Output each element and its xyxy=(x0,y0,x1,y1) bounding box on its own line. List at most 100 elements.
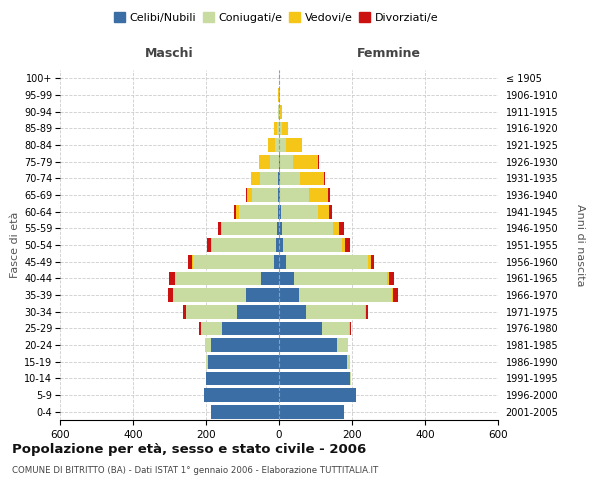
Bar xyxy=(246,188,247,202)
Bar xyxy=(293,155,318,168)
Bar xyxy=(317,205,329,218)
Bar xyxy=(280,105,281,118)
Bar xyxy=(200,322,223,335)
Bar xyxy=(235,205,236,218)
Legend: Celibi/Nubili, Coniugati/e, Vedovi/e, Divorziati/e: Celibi/Nubili, Coniugati/e, Vedovi/e, Di… xyxy=(109,8,443,28)
Bar xyxy=(279,172,280,185)
Bar xyxy=(223,322,279,335)
Bar xyxy=(279,155,280,168)
Bar xyxy=(279,305,307,318)
Bar xyxy=(208,355,279,368)
Bar xyxy=(269,155,278,168)
Bar xyxy=(280,172,300,185)
Bar xyxy=(193,255,274,268)
Bar xyxy=(261,272,279,285)
Bar xyxy=(275,138,279,152)
Bar xyxy=(188,255,193,268)
Bar xyxy=(368,255,371,268)
Text: Femmine: Femmine xyxy=(356,47,421,60)
Bar xyxy=(212,238,276,252)
Bar xyxy=(221,222,222,235)
Bar xyxy=(286,138,302,152)
Bar xyxy=(318,155,319,168)
Bar xyxy=(279,405,344,418)
Bar xyxy=(274,122,277,135)
Bar xyxy=(328,188,330,202)
Bar xyxy=(253,188,278,202)
Bar xyxy=(279,222,281,235)
Bar xyxy=(337,338,347,352)
Bar xyxy=(279,322,322,335)
Text: Popolazione per età, sesso e stato civile - 2006: Popolazione per età, sesso e stato civil… xyxy=(12,442,366,456)
Bar xyxy=(280,155,293,168)
Bar xyxy=(259,155,269,168)
Bar xyxy=(281,222,332,235)
Bar xyxy=(279,288,299,302)
Y-axis label: Fasce di età: Fasce di età xyxy=(10,212,20,278)
Bar xyxy=(279,338,337,352)
Bar xyxy=(278,172,279,185)
Bar xyxy=(393,288,398,302)
Bar xyxy=(281,205,317,218)
Bar xyxy=(278,188,279,202)
Bar xyxy=(286,255,368,268)
Bar xyxy=(332,222,339,235)
Bar xyxy=(279,138,286,152)
Bar xyxy=(279,238,283,252)
Bar xyxy=(279,122,282,135)
Bar xyxy=(247,188,253,202)
Bar xyxy=(392,288,393,302)
Bar xyxy=(218,222,221,235)
Bar xyxy=(211,338,279,352)
Bar xyxy=(347,355,350,368)
Bar xyxy=(342,238,346,252)
Bar xyxy=(279,272,293,285)
Bar xyxy=(206,372,279,385)
Bar xyxy=(280,188,309,202)
Bar xyxy=(350,372,351,385)
Bar xyxy=(236,205,239,218)
Text: Maschi: Maschi xyxy=(145,47,194,60)
Bar xyxy=(186,305,237,318)
Bar xyxy=(246,288,279,302)
Bar xyxy=(278,205,279,218)
Bar xyxy=(239,205,278,218)
Bar xyxy=(211,238,212,252)
Bar xyxy=(283,238,342,252)
Bar xyxy=(169,288,173,302)
Bar xyxy=(279,105,280,118)
Bar xyxy=(211,405,279,418)
Bar xyxy=(323,172,325,185)
Bar xyxy=(300,172,323,185)
Bar xyxy=(175,272,261,285)
Bar xyxy=(251,172,260,185)
Bar xyxy=(279,388,356,402)
Y-axis label: Anni di nascita: Anni di nascita xyxy=(575,204,585,286)
Bar xyxy=(222,222,277,235)
Bar xyxy=(279,188,280,202)
Bar xyxy=(169,272,175,285)
Bar xyxy=(386,272,389,285)
Bar xyxy=(268,138,275,152)
Bar xyxy=(208,238,211,252)
Bar xyxy=(260,172,278,185)
Bar xyxy=(278,105,279,118)
Bar xyxy=(371,255,374,268)
Bar xyxy=(237,305,279,318)
Bar xyxy=(279,355,347,368)
Bar xyxy=(329,205,332,218)
Bar xyxy=(279,372,350,385)
Bar xyxy=(279,255,286,268)
Bar xyxy=(184,305,186,318)
Text: COMUNE DI BITRITTO (BA) - Dati ISTAT 1° gennaio 2006 - Elaborazione TUTTITALIA.I: COMUNE DI BITRITTO (BA) - Dati ISTAT 1° … xyxy=(12,466,378,475)
Bar xyxy=(309,188,328,202)
Bar xyxy=(299,288,392,302)
Bar xyxy=(204,388,279,402)
Bar xyxy=(293,272,386,285)
Bar xyxy=(274,255,279,268)
Bar xyxy=(307,305,365,318)
Bar xyxy=(346,238,350,252)
Bar xyxy=(282,122,289,135)
Bar xyxy=(322,322,349,335)
Bar xyxy=(389,272,394,285)
